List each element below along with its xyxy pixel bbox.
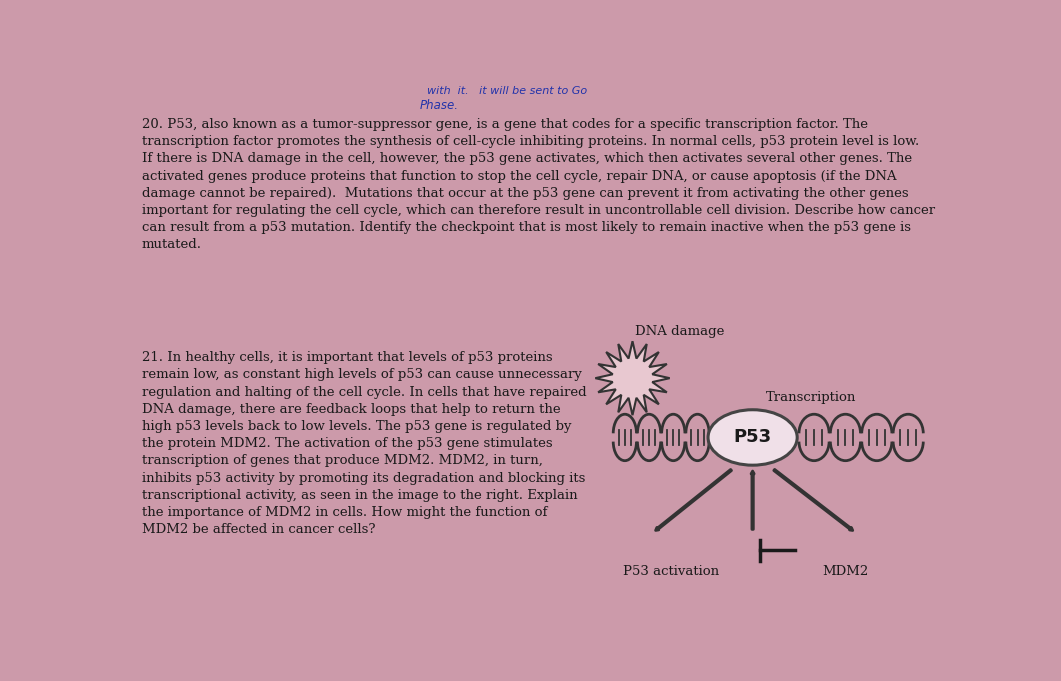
Text: Phase.: Phase. [419, 99, 458, 112]
Text: Transcription: Transcription [766, 391, 856, 404]
Polygon shape [595, 341, 669, 415]
Text: P53 activation: P53 activation [623, 565, 719, 578]
Text: 20. P53, also known as a tumor-suppressor gene, is a gene that codes for a speci: 20. P53, also known as a tumor-suppresso… [142, 118, 935, 251]
Text: with  it.   it will be sent to Go: with it. it will be sent to Go [428, 86, 587, 95]
Text: 21. In healthy cells, it is important that levels of p53 proteins
remain low, as: 21. In healthy cells, it is important th… [142, 351, 587, 536]
Text: MDM2: MDM2 [822, 565, 869, 578]
Text: P53: P53 [733, 428, 771, 447]
Text: DNA damage: DNA damage [634, 325, 725, 338]
Ellipse shape [708, 410, 797, 465]
